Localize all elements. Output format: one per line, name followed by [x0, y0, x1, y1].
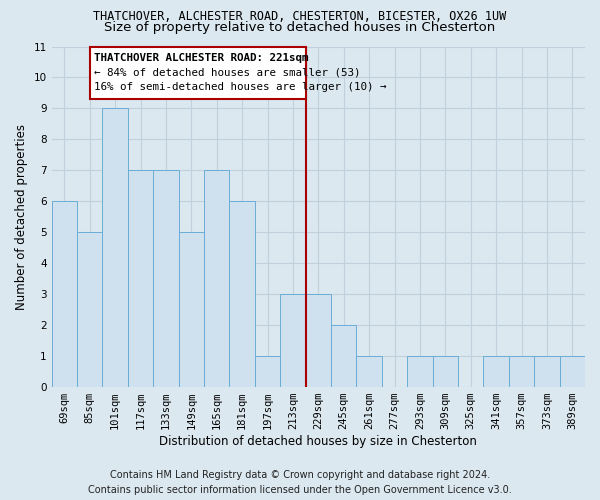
Bar: [509, 356, 534, 386]
Bar: [331, 325, 356, 386]
Bar: [204, 170, 229, 386]
Bar: [560, 356, 585, 386]
Bar: [128, 170, 153, 386]
Text: THATCHOVER ALCHESTER ROAD: 221sqm: THATCHOVER ALCHESTER ROAD: 221sqm: [94, 52, 308, 62]
Bar: [229, 201, 255, 386]
Bar: [534, 356, 560, 386]
X-axis label: Distribution of detached houses by size in Chesterton: Distribution of detached houses by size …: [160, 434, 477, 448]
Bar: [280, 294, 305, 386]
Bar: [52, 201, 77, 386]
Text: 16% of semi-detached houses are larger (10) →: 16% of semi-detached houses are larger (…: [94, 82, 386, 92]
Text: Contains HM Land Registry data © Crown copyright and database right 2024.
Contai: Contains HM Land Registry data © Crown c…: [88, 470, 512, 495]
Bar: [305, 294, 331, 386]
Text: ← 84% of detached houses are smaller (53): ← 84% of detached houses are smaller (53…: [94, 67, 360, 77]
Bar: [356, 356, 382, 386]
Bar: [255, 356, 280, 386]
Bar: [179, 232, 204, 386]
Text: THATCHOVER, ALCHESTER ROAD, CHESTERTON, BICESTER, OX26 1UW: THATCHOVER, ALCHESTER ROAD, CHESTERTON, …: [94, 10, 506, 23]
Bar: [484, 356, 509, 386]
Bar: [153, 170, 179, 386]
Bar: [433, 356, 458, 386]
Bar: [407, 356, 433, 386]
FancyBboxPatch shape: [90, 46, 305, 99]
Y-axis label: Number of detached properties: Number of detached properties: [15, 124, 28, 310]
Bar: [77, 232, 103, 386]
Bar: [103, 108, 128, 386]
Text: Size of property relative to detached houses in Chesterton: Size of property relative to detached ho…: [104, 22, 496, 35]
